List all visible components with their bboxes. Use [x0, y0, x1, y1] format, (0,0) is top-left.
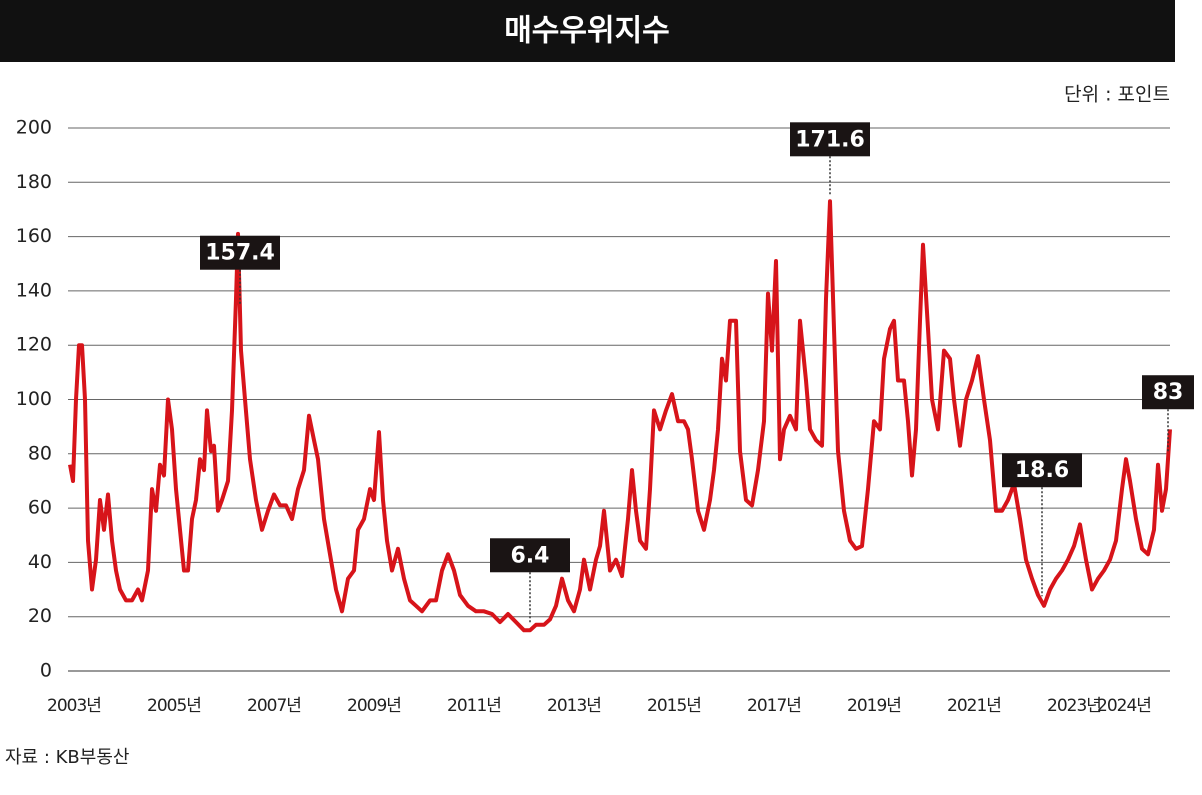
y-tick-label: 60	[28, 497, 52, 519]
y-tick-label: 200	[16, 117, 52, 139]
y-tick-label: 80	[28, 442, 52, 464]
y-tick-label: 100	[16, 388, 52, 410]
annotation-box	[490, 538, 570, 573]
annotation-label: 157.4	[205, 241, 275, 266]
x-tick-label: 2021년	[947, 696, 1001, 716]
y-tick-label: 40	[28, 551, 52, 573]
y-tick-label: 0	[40, 660, 52, 682]
annotation-box	[1142, 375, 1194, 410]
x-tick-label: 2024년	[1097, 696, 1151, 716]
annotation-label: 6.4	[511, 543, 550, 568]
title-bar	[0, 0, 1175, 62]
unit-label: 단위 : 포인트	[1064, 84, 1170, 106]
y-tick-label: 140	[16, 279, 52, 301]
annotation-label: 18.6	[1015, 458, 1069, 483]
source-label: 자료 : KB부동산	[5, 747, 129, 768]
x-tick-label: 2017년	[747, 696, 801, 716]
x-tick-label: 2011년	[447, 696, 501, 716]
x-tick-label: 2023년	[1047, 696, 1101, 716]
x-tick-label: 2015년	[647, 696, 701, 716]
annotation-box	[790, 122, 870, 157]
annotation-label: 171.6	[795, 127, 865, 152]
y-tick-label: 20	[28, 605, 52, 627]
chart-title: 매수우위지수	[504, 14, 670, 49]
x-tick-label: 2019년	[847, 696, 901, 716]
x-tick-label: 2003년	[47, 696, 101, 716]
annotation-box	[1002, 453, 1082, 488]
y-tick-label: 180	[16, 171, 52, 193]
x-tick-label: 2005년	[147, 696, 201, 716]
data-line	[68, 199, 1172, 633]
y-tick-label: 160	[16, 225, 52, 247]
x-tick-label: 2009년	[347, 696, 401, 716]
annotation-label: 83	[1153, 380, 1184, 405]
x-tick-label: 2013년	[547, 696, 601, 716]
x-tick-label: 2007년	[247, 696, 301, 716]
annotation-box	[200, 235, 280, 270]
y-tick-label: 120	[16, 334, 52, 356]
